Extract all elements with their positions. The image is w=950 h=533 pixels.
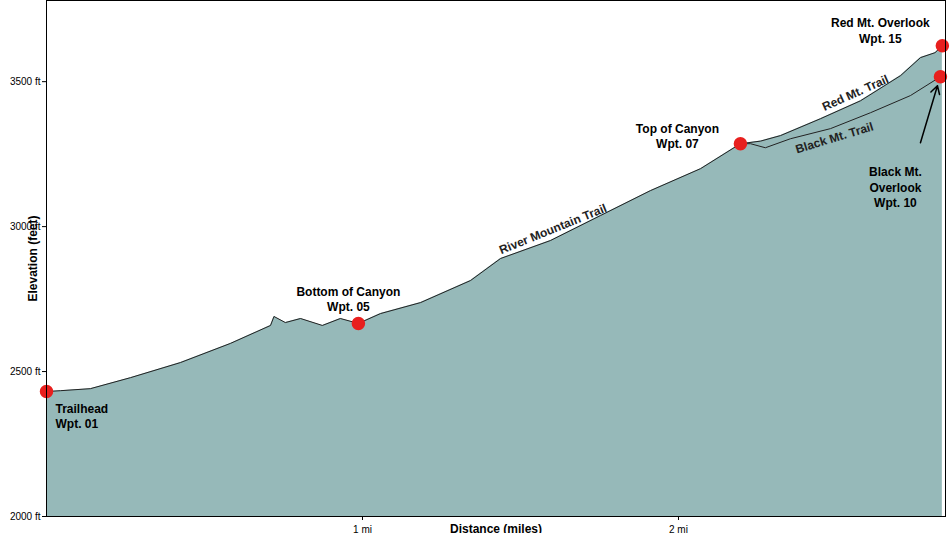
- svg-text:Red Mt. Trail: Red Mt. Trail: [820, 72, 891, 114]
- svg-text:2500 ft: 2500 ft: [10, 366, 41, 377]
- svg-text:1 mi: 1 mi: [353, 524, 372, 533]
- svg-text:2000 ft: 2000 ft: [10, 511, 41, 522]
- svg-text:Elevation (feet): Elevation (feet): [26, 215, 40, 301]
- svg-text:2 mi: 2 mi: [669, 524, 688, 533]
- svg-text:Red Mt. OverlookWpt. 15: Red Mt. OverlookWpt. 15: [831, 16, 930, 46]
- svg-text:3500 ft: 3500 ft: [10, 76, 41, 87]
- svg-text:Distance (miles): Distance (miles): [450, 522, 542, 533]
- svg-text:Bottom of CanyonWpt. 05: Bottom of CanyonWpt. 05: [296, 285, 400, 315]
- svg-text:River Mountain Trail: River Mountain Trail: [497, 201, 609, 257]
- svg-text:Black Mt.OverlookWpt. 10: Black Mt.OverlookWpt. 10: [869, 165, 922, 210]
- svg-text:TrailheadWpt. 01: TrailheadWpt. 01: [56, 402, 109, 432]
- svg-text:Black Mt. Trail: Black Mt. Trail: [794, 119, 875, 156]
- svg-text:Top of CanyonWpt. 07: Top of CanyonWpt. 07: [636, 122, 719, 152]
